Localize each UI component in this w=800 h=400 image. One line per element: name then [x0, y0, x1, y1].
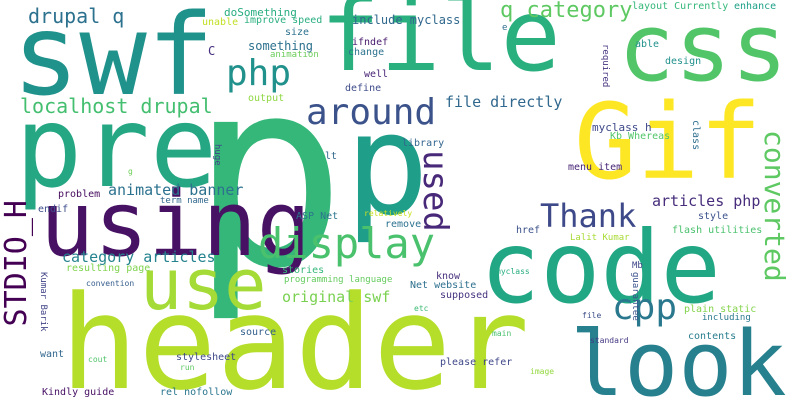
word-code: code [480, 209, 721, 326]
word-endif: endif [38, 204, 69, 215]
word-want: want [40, 349, 65, 360]
word-converted: converted [758, 130, 791, 282]
word-using: using [40, 172, 311, 277]
word-rel-nofollow: rel nofollow [160, 387, 233, 398]
word-articles-php: articles php [652, 192, 761, 210]
word-net-website: Net website [410, 280, 477, 291]
word-resulting-page: resulting page [66, 263, 151, 274]
word-menu-item: menu item [568, 162, 623, 173]
word-guarantee: guarantee [630, 272, 640, 321]
word-php: php [226, 53, 292, 94]
word-localhost-drupal: localhost drupal [20, 94, 213, 118]
word-stylesheet: stylesheet [176, 352, 237, 363]
word-library: library [402, 138, 445, 149]
word-p-large: p [190, 24, 347, 326]
word-include-myclass: include myclass [352, 13, 461, 27]
word-unable: unable [202, 17, 239, 28]
word-lalit-kumar: Lalit Kumar [570, 233, 630, 243]
word-swf: swf [12, 0, 215, 121]
word-drupal-q: drupal q [28, 4, 125, 28]
word-cpp: cpp [612, 287, 678, 328]
word-know: know [436, 271, 461, 282]
word-plain-static: plain static [684, 304, 757, 315]
word-mb: Mb [632, 261, 643, 271]
word-size: size [285, 27, 310, 38]
word-run: run [180, 363, 195, 372]
word-ifndef: ifndef [352, 37, 389, 48]
word-display: display [258, 219, 436, 268]
word-q-category: q category [500, 0, 633, 23]
word-required: required [600, 44, 610, 88]
word-define: define [345, 83, 382, 94]
word-stories: stories [282, 265, 325, 276]
word-animated-banner: animated banner [108, 181, 244, 199]
word-improve-speed: improve speed [244, 15, 323, 26]
word-relatively: relatively [364, 209, 413, 218]
word-file-directly: file directly [445, 93, 563, 111]
word-something: something [248, 39, 314, 53]
word-well: well [364, 69, 389, 80]
word-able: able [635, 39, 660, 50]
word-enhance: enhance [734, 1, 777, 12]
word-stdio-h: STDIO_H [0, 200, 34, 327]
word-problem: problem [58, 189, 101, 200]
word-including: including [702, 313, 751, 323]
word-href: href [516, 225, 541, 236]
word-gif: Gif [574, 81, 762, 203]
word-used: used [415, 150, 455, 232]
word-myclass: myclass [496, 267, 530, 276]
word-flash-utilities: flash utilities [672, 225, 763, 236]
word-c: C [208, 44, 216, 58]
word-supposed: supposed [440, 290, 489, 301]
word-file-small: file [582, 311, 602, 320]
word-e: e [502, 23, 508, 33]
word-etc: etc [414, 304, 429, 313]
word-term-name: term name [160, 196, 209, 206]
word-category-articles: category articles [62, 248, 216, 266]
word-programming-language: programming language [284, 275, 393, 285]
word-main: main [492, 329, 512, 338]
word-kumar-barik: Kumar Barik [38, 272, 48, 332]
word-kindly-guide: Kindly guide [42, 387, 115, 398]
word-kb-whereas: Kb Whereas [610, 131, 671, 142]
word-look: look [570, 312, 787, 400]
word-p-medium: p [345, 84, 430, 247]
word-use: use [140, 244, 267, 326]
word-class: class [690, 120, 701, 151]
word-file: file [320, 0, 561, 94]
word-contents: contents [688, 331, 737, 342]
word-myclass-h: myclass h [592, 121, 652, 134]
word-remove: remove [385, 219, 422, 230]
word-please-refer: please refer [440, 357, 513, 368]
word-design: design [665, 56, 702, 67]
word-dosomething: doSomething [224, 6, 297, 19]
word-image: image [530, 367, 555, 376]
word-style: style [698, 211, 729, 222]
word-thank: Thank [540, 197, 637, 235]
word-source: source [240, 327, 277, 338]
word-lt: lt [325, 151, 338, 162]
word-around: around [306, 92, 437, 133]
word-convention: convention [86, 279, 135, 288]
word-pre: pre [15, 83, 218, 213]
word-css: css [618, 0, 788, 103]
word-asp-net: ASP Net [296, 211, 339, 222]
word-original-swf: original swf [282, 288, 391, 306]
word-header: header [60, 267, 530, 400]
word-huge: huge [212, 144, 222, 166]
word-g: g [128, 167, 133, 176]
word-layout-currently: layout Currently [632, 1, 729, 12]
word-standard: standard [590, 336, 629, 345]
word-change: change [348, 47, 385, 58]
word-animation: animation [270, 50, 319, 60]
word-cout: cout [88, 355, 108, 364]
word-output: output [248, 93, 285, 104]
